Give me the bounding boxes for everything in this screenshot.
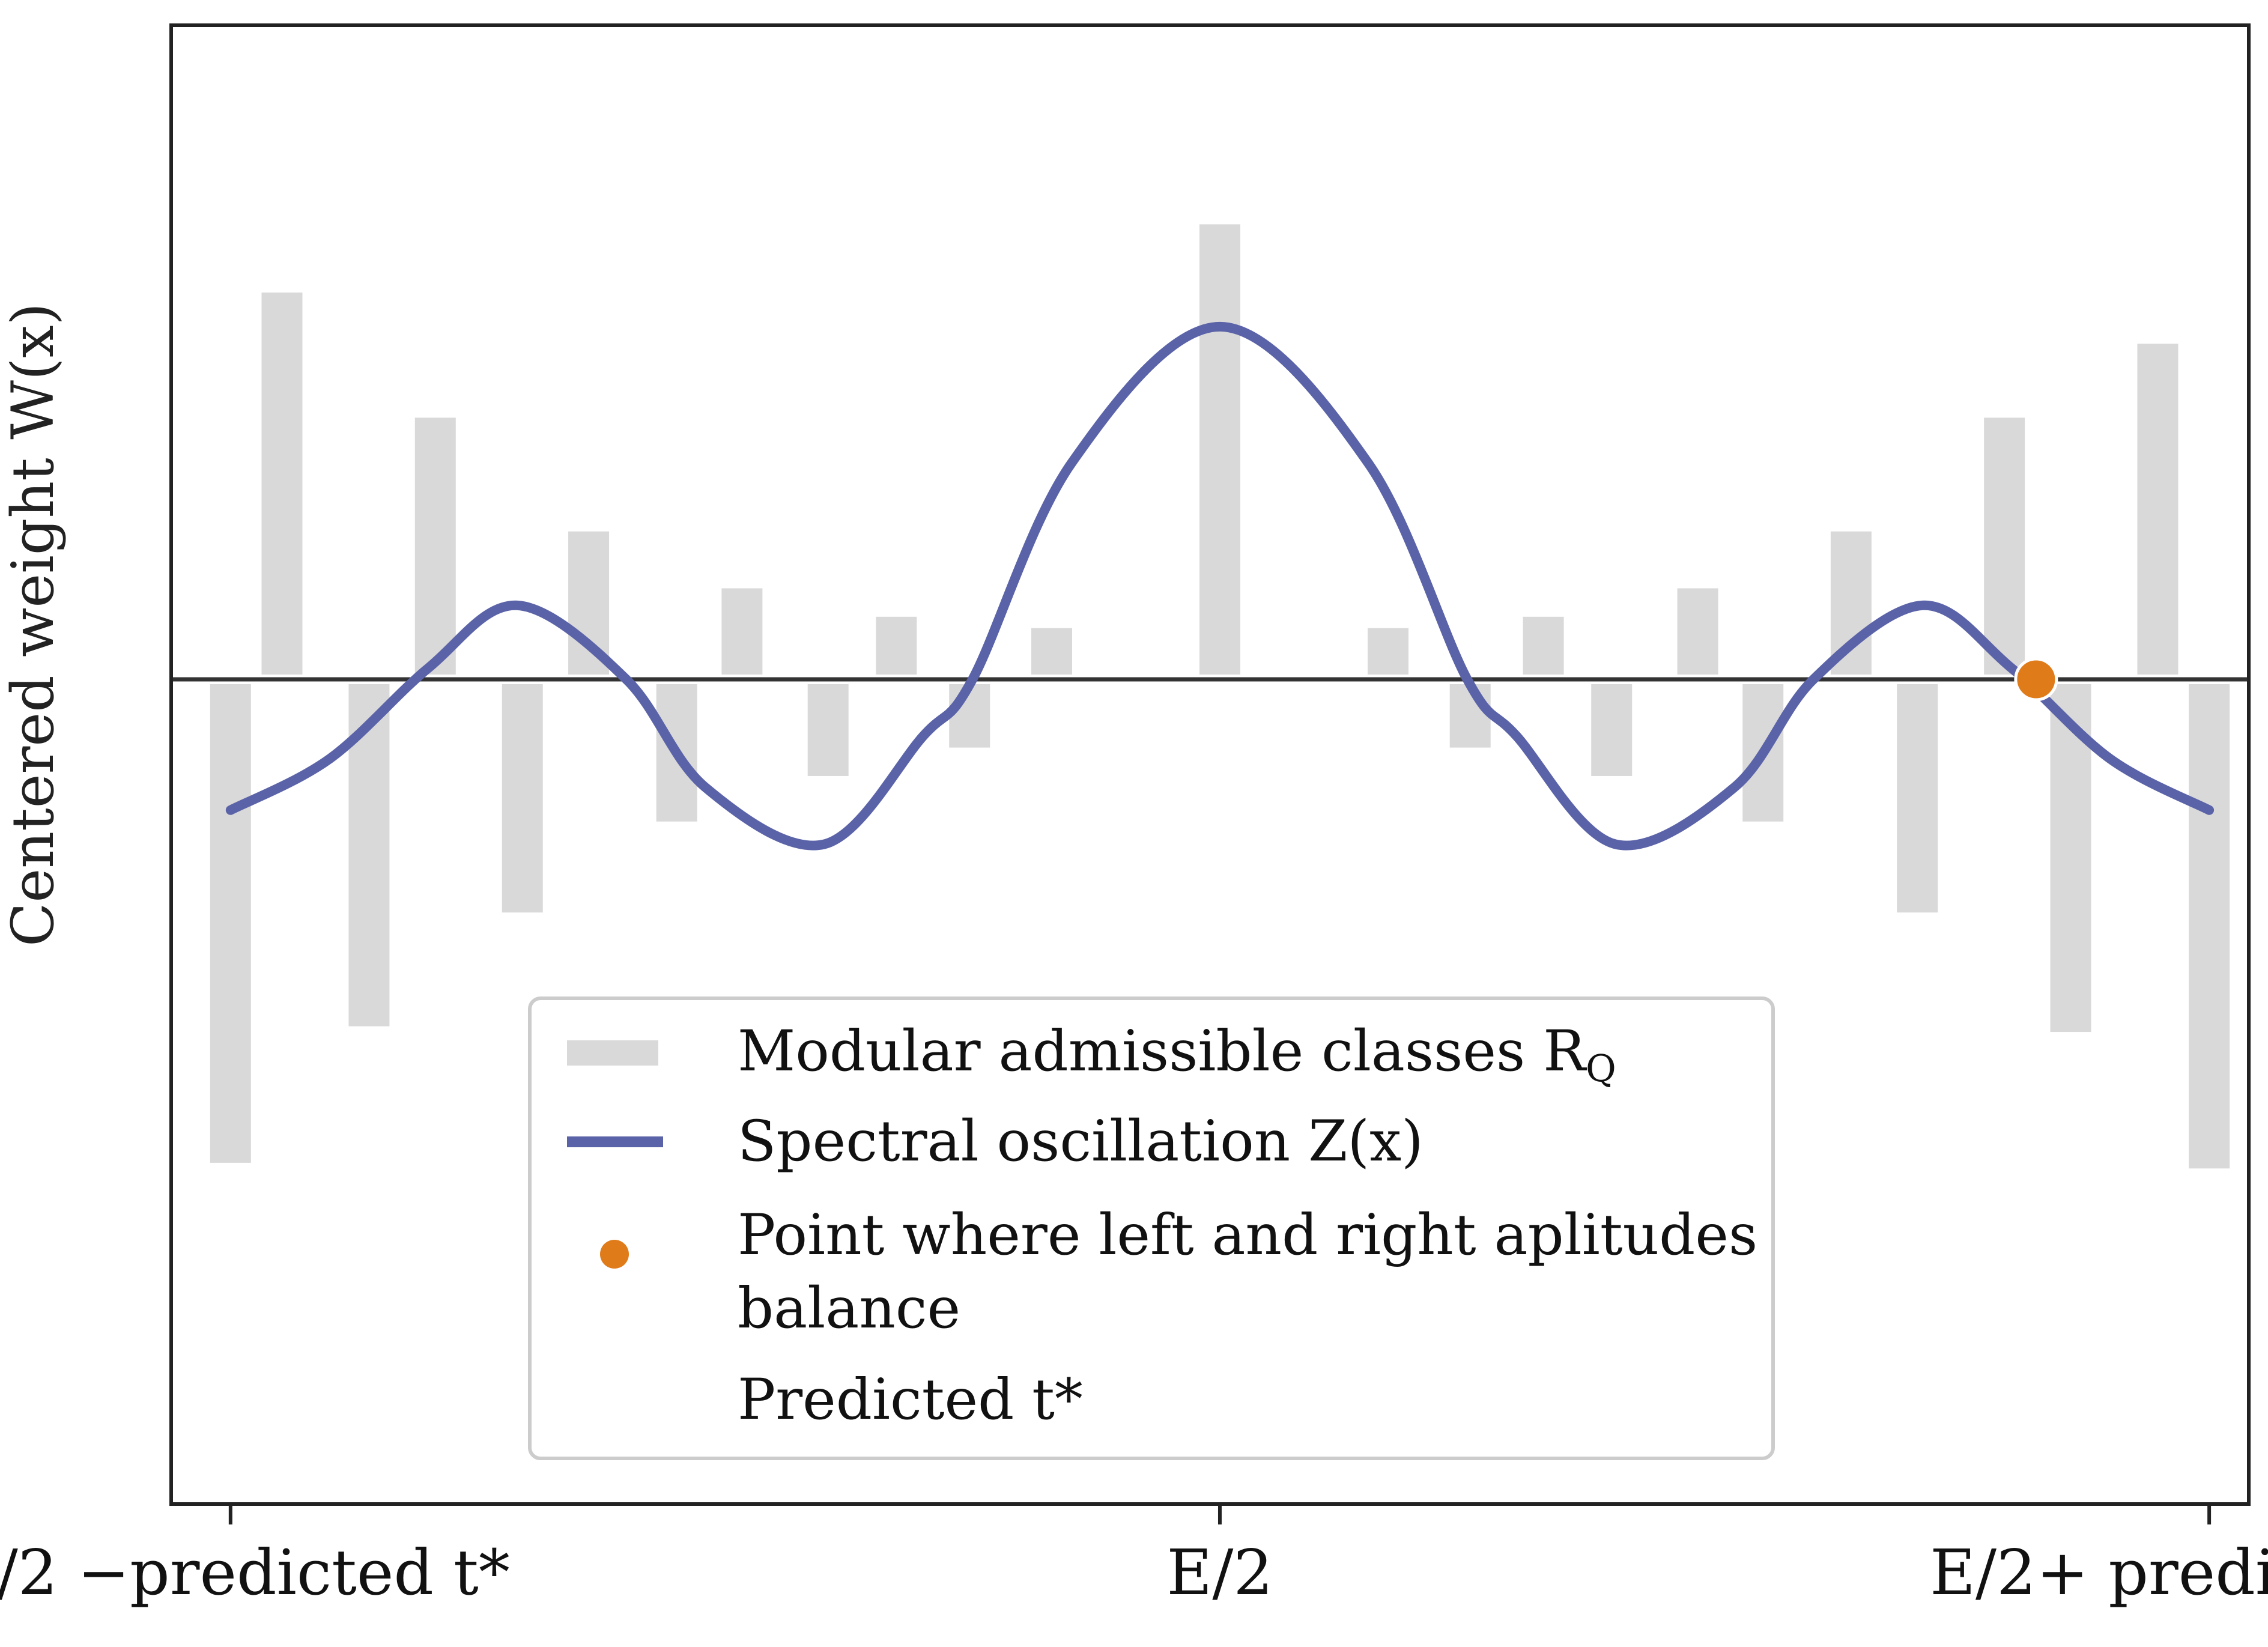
bar (1984, 417, 2025, 675)
bar (1031, 628, 1072, 675)
bar (2137, 344, 2179, 675)
legend-label-bars-subscript: Q (1586, 1046, 1616, 1090)
x-ticks-group: E/2 −predicted t* E/2 E/2+ predicted t* (0, 1504, 2268, 1609)
legend-label-point-line2: balance (738, 1276, 960, 1341)
bar (807, 684, 849, 776)
legend-swatch-point (600, 1240, 629, 1269)
x-tick-label: E/2+ predicted t* (1930, 1536, 2268, 1609)
bar (2189, 684, 2230, 1169)
legend-label-point: Point where left and right aplitudes (738, 1203, 1757, 1268)
spectral-oscillation-line (225, 321, 2215, 851)
bar (1199, 224, 1240, 675)
bar (1677, 588, 1718, 675)
bar (1449, 684, 1491, 748)
points-group (2014, 657, 2058, 702)
x-tick-label: E/2 −predicted t* (0, 1536, 510, 1609)
bar (261, 293, 303, 675)
legend-label-line: Spectral oscillation Z(x) (738, 1109, 1424, 1174)
bars-group (210, 224, 2230, 1169)
bar (1367, 628, 1408, 675)
bar (1591, 684, 1633, 776)
bar (949, 684, 990, 748)
bar (1523, 616, 1564, 675)
legend-box (528, 996, 1775, 1460)
plot-frame (169, 23, 2251, 1506)
balance-point (2014, 657, 2058, 702)
bar (721, 588, 763, 675)
legend-label-tstar: Predicted t* (738, 1367, 1083, 1433)
bar (1897, 684, 1938, 913)
x-tick-label: E/2 (1166, 1536, 1273, 1609)
bar (502, 684, 543, 913)
bar (414, 417, 456, 675)
legend: Modular admissible classes RQ Spectral o… (528, 996, 1775, 1460)
bar (876, 616, 917, 675)
bar (210, 684, 251, 1163)
legend-label-bars: Modular admissible classes RQ (738, 1019, 1616, 1090)
legend-swatch-bars (567, 1040, 658, 1066)
y-axis-label: Centered weight W(x) (0, 303, 67, 947)
